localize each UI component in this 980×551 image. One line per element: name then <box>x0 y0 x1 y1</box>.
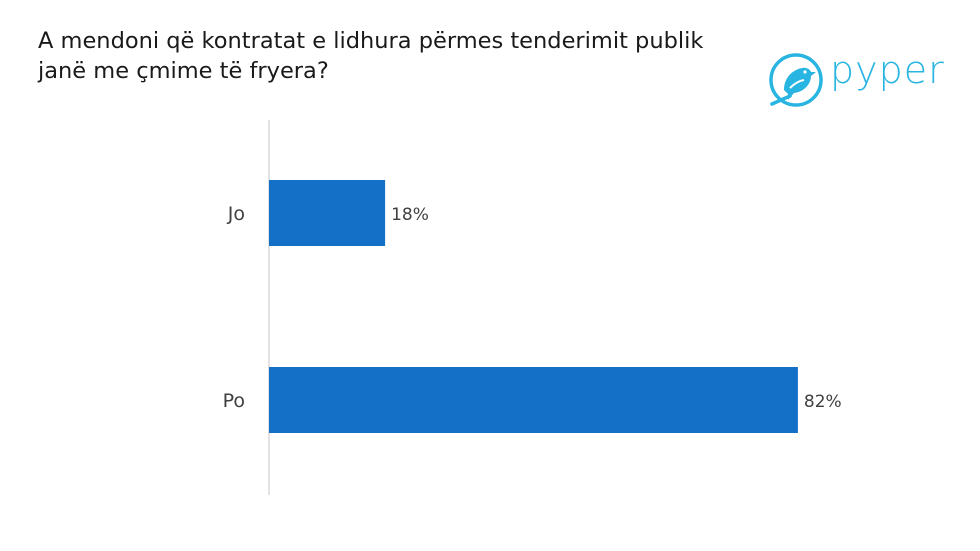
bird-icon <box>769 53 823 107</box>
logo-wordmark: pyper <box>830 48 945 92</box>
value-label-jo: 18% <box>391 205 429 225</box>
bar-po <box>269 367 798 433</box>
brand-logo: pyper <box>768 48 948 114</box>
bar-jo <box>269 180 386 246</box>
value-label-po: 82% <box>804 392 842 412</box>
category-label-jo: Jo <box>227 203 245 225</box>
chart-title: A mendoni që kontratat e lidhura përmes … <box>38 28 704 84</box>
category-label-po: Po <box>223 390 245 412</box>
